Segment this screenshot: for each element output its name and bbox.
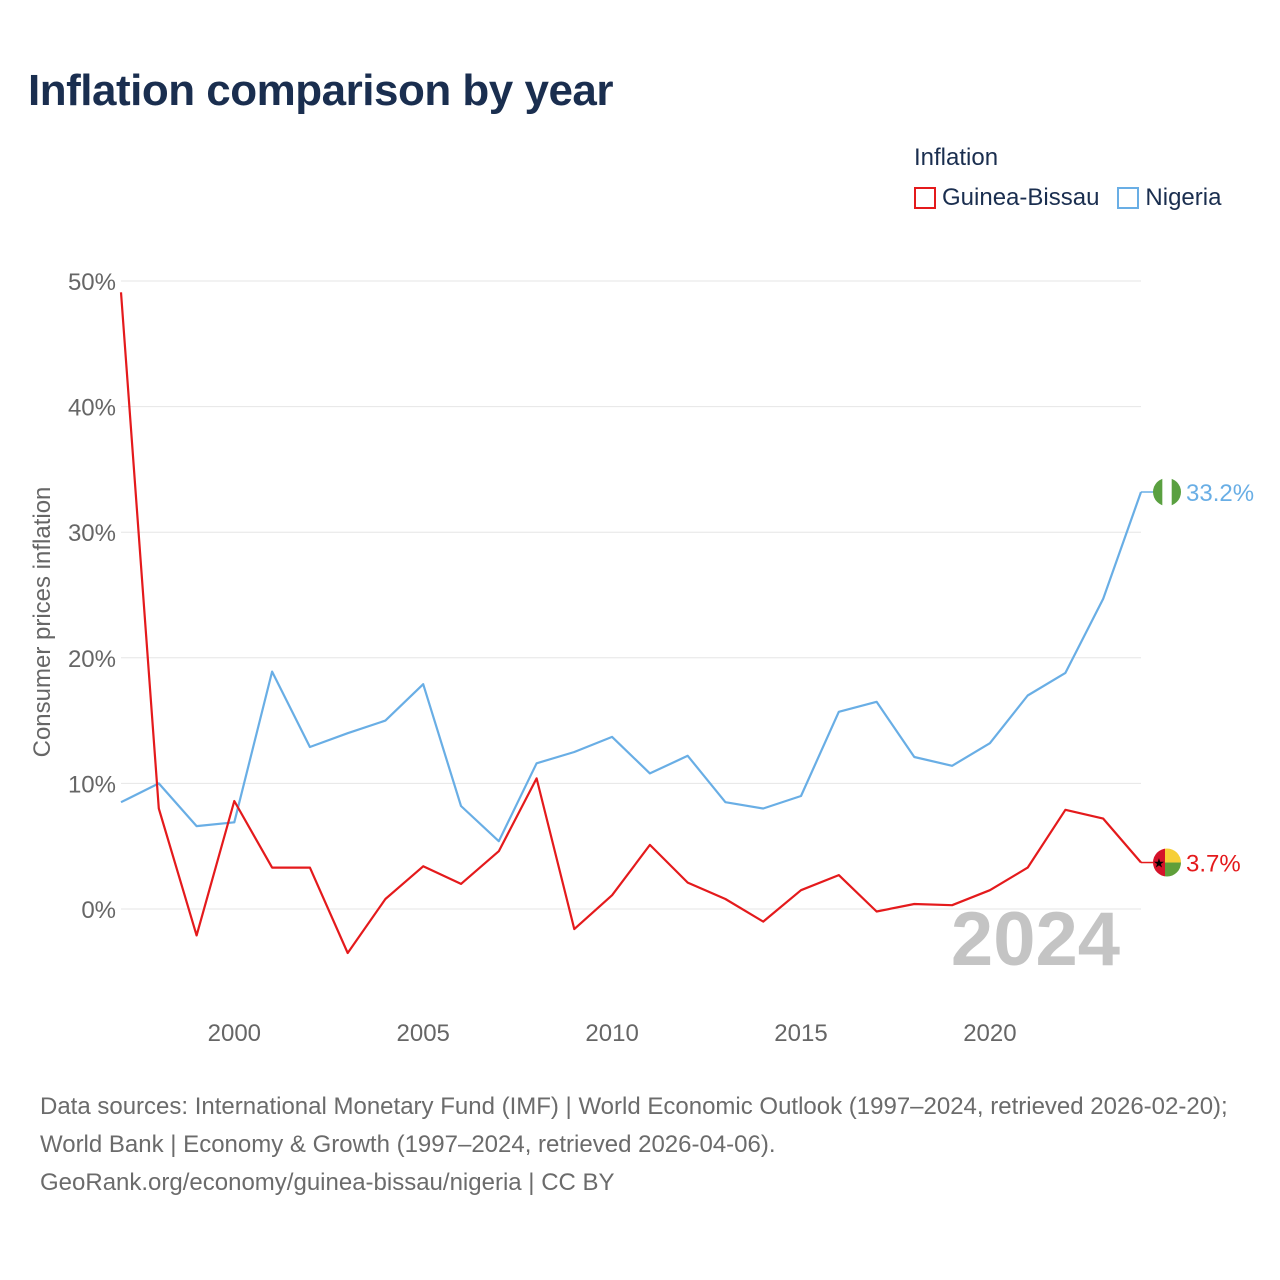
legend: Inflation Guinea-Bissau Nigeria (914, 144, 1221, 212)
legend-label-guinea-bissau: Guinea-Bissau (942, 184, 1100, 211)
x-tick-label: 2000 (208, 1020, 261, 1047)
legend-item-guinea-bissau[interactable]: Guinea-Bissau (914, 184, 1099, 212)
x-tick-label: 2015 (774, 1020, 827, 1047)
y-tick-label: 0% (81, 897, 116, 924)
line-chart: 0% 10% 20% 30% 40% 50% 2000 2005 2010 2015 2020 Con… (29, 269, 1254, 1047)
end-label-guinea-bissau: 3.7% (1186, 851, 1241, 878)
legend-label-nigeria: Nigeria (1145, 184, 1222, 211)
series-line-nigeria (120, 491, 1143, 843)
nigeria-flag-icon (1153, 478, 1181, 507)
x-tick-label: 2005 (397, 1020, 450, 1047)
legend-swatch-nigeria (1117, 187, 1140, 209)
y-tick-label: 10% (68, 771, 116, 798)
end-label-nigeria: 33.2% (1186, 480, 1254, 507)
footer: Data sources: International Monetary Fun… (40, 1088, 1250, 1202)
y-axis-title: Consumer prices inflation (29, 487, 56, 758)
y-tick-label: 30% (68, 520, 116, 547)
legend-title: Inflation (914, 144, 999, 171)
x-tick-label: 2020 (963, 1020, 1016, 1047)
series-line-guinea-bissau (119, 292, 1142, 955)
page-title: Inflation comparison by year (28, 66, 614, 115)
legend-item-nigeria[interactable]: Nigeria (1117, 184, 1221, 212)
y-tick-label: 20% (68, 646, 116, 673)
data-sources-text: Data sources: International Monetary Fun… (40, 1093, 1228, 1158)
guinea-bissau-flag-icon: ★ (1153, 848, 1181, 877)
credit-text: GeoRank.org/economy/guinea-bissau/nigeri… (40, 1169, 615, 1196)
y-tick-label: 40% (68, 395, 116, 422)
y-tick-label: 50% (68, 269, 116, 296)
x-tick-label: 2010 (585, 1020, 638, 1047)
svg-text:★: ★ (1153, 857, 1165, 872)
year-watermark: 2024 (951, 897, 1120, 982)
legend-swatch-guinea-bissau (914, 187, 936, 209)
